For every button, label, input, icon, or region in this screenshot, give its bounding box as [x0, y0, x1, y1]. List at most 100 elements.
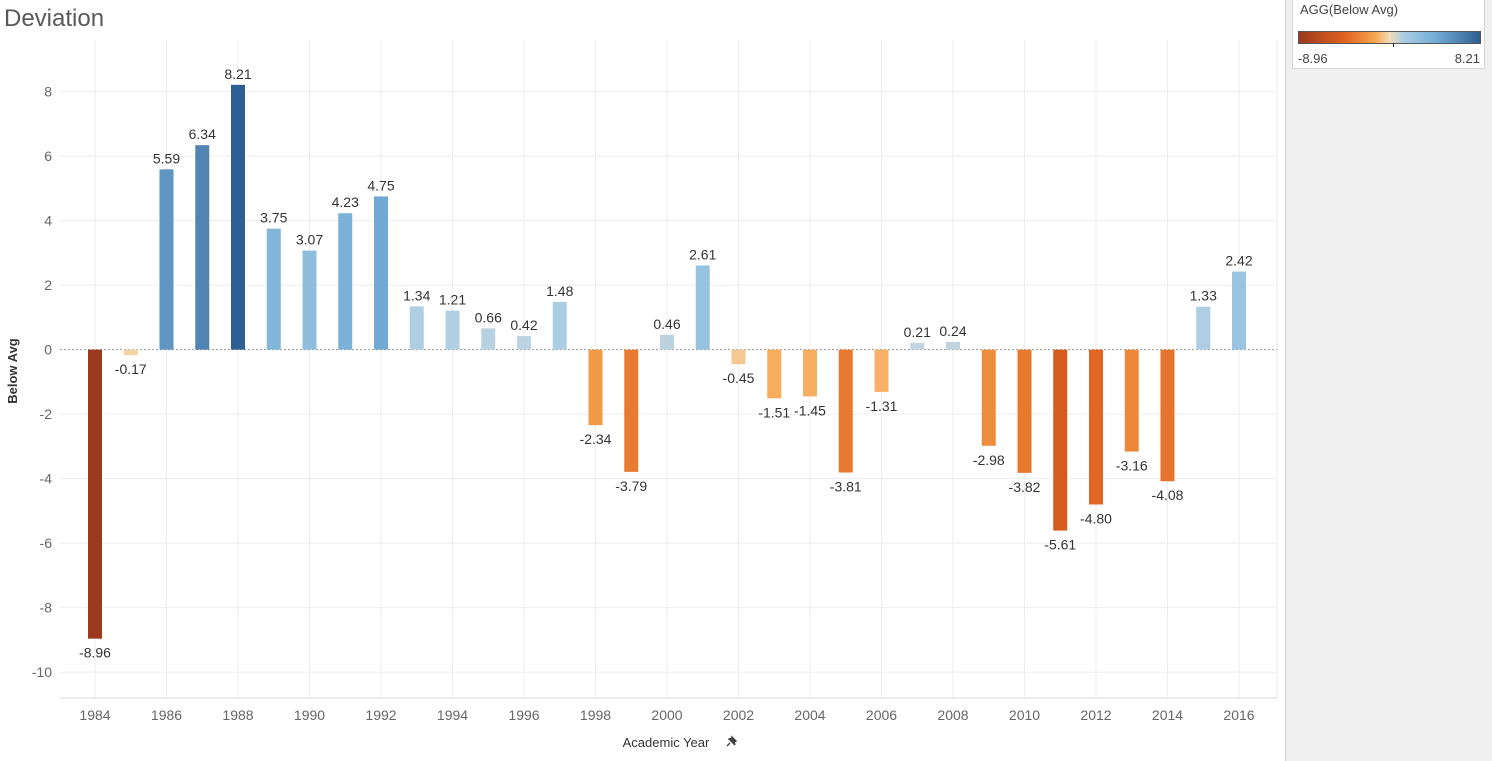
side-panel: [1285, 0, 1492, 761]
x-tick-label: 2008: [937, 707, 968, 723]
x-tick-label: 1990: [294, 707, 325, 723]
bar-2000: [660, 334, 674, 350]
x-tick-label: 1996: [508, 707, 539, 723]
y-tick-label: 6: [44, 148, 52, 164]
data-label-1988: 8.21: [224, 66, 251, 82]
x-tick-label: 1988: [222, 707, 253, 723]
bar-2012: [1089, 349, 1103, 505]
data-label-1998: -2.34: [580, 431, 612, 447]
x-tick-label: 2006: [866, 707, 897, 723]
y-tick-label: 0: [44, 342, 52, 358]
x-tick-label: 2014: [1152, 707, 1183, 723]
bar-1992: [374, 196, 388, 350]
legend-title: AGG(Below Avg): [1300, 2, 1399, 17]
y-tick-label: -6: [40, 535, 53, 551]
data-label-1989: 3.75: [260, 210, 287, 226]
data-label-1996: 0.42: [510, 317, 537, 333]
bar-2009: [981, 349, 996, 446]
bar-1985: [123, 349, 138, 356]
bar-1994: [445, 310, 460, 350]
bar-1987: [195, 145, 210, 350]
data-label-1986: 5.59: [153, 150, 180, 166]
bar-2016: [1232, 271, 1246, 350]
data-label-2008: 0.24: [939, 323, 966, 339]
bar-2014: [1160, 349, 1175, 482]
data-label-2012: -4.80: [1080, 510, 1112, 526]
data-label-1991: 4.23: [332, 194, 359, 210]
data-label-1985: -0.17: [115, 361, 147, 377]
y-axis-label: Below Avg: [5, 338, 20, 404]
data-label-2006: -1.31: [866, 398, 898, 414]
data-label-2015: 1.33: [1190, 288, 1217, 304]
chart-title: Deviation: [4, 5, 105, 32]
y-tick-label: -8: [40, 600, 53, 616]
bar-2005: [838, 349, 853, 473]
data-label-2002: -0.45: [723, 370, 755, 386]
legend-zero-tick: [1393, 43, 1394, 47]
x-tick-label: 2012: [1080, 707, 1111, 723]
y-axis: -10 -8 -6 -4 -2 0 2 4 6 8: [32, 84, 52, 681]
x-tick-label: 2016: [1223, 707, 1254, 723]
bar-1991: [338, 213, 353, 350]
bar-2006: [874, 349, 889, 392]
bar-2002: [731, 349, 746, 365]
data-label-1993: 1.34: [403, 287, 430, 303]
bar-2003: [767, 349, 782, 399]
data-label-2009: -2.98: [973, 452, 1005, 468]
bar-1988: [231, 84, 245, 350]
x-axis: 1984 1986 1988 1990 1992 1994 1996 1998 2000 2002…: [79, 707, 1254, 723]
data-label-2001: 2.61: [689, 246, 716, 262]
bar-2001: [695, 265, 710, 350]
bar-2013: [1124, 349, 1139, 452]
y-tick-label: -2: [40, 406, 53, 422]
data-label-2003: -1.51: [758, 404, 790, 420]
y-tick-label: 4: [44, 213, 52, 229]
x-tick-label: 1984: [79, 707, 110, 723]
x-tick-label: 1992: [365, 707, 396, 723]
legend-min-label: -8.96: [1298, 51, 1328, 66]
bar-chart: -8.96 -0.17 5.59 6.34 8.21 3.75 3.07 4.23 4.75 1.…: [5, 40, 1278, 750]
y-tick-label: 2: [44, 277, 52, 293]
bar-2010: [1017, 349, 1032, 473]
y-tick-label: -4: [40, 471, 53, 487]
data-label-2004: -1.45: [794, 402, 826, 418]
x-tick-label: 1994: [437, 707, 468, 723]
bar-2004: [803, 349, 817, 397]
data-label-2016: 2.42: [1225, 253, 1252, 269]
y-tick-label: -10: [32, 664, 52, 680]
x-axis-label: Academic Year: [623, 735, 710, 750]
x-tick-label: 2000: [651, 707, 682, 723]
data-labels: -8.96 -0.17 5.59 6.34 8.21 3.75 3.07 4.23 4.75 1.…: [79, 66, 1253, 661]
bar-1993: [409, 306, 424, 350]
data-label-1990: 3.07: [296, 232, 323, 248]
bar-1990: [302, 250, 317, 350]
bar-1996: [517, 336, 531, 350]
data-label-2005: -3.81: [830, 479, 862, 495]
data-label-2010: -3.82: [1009, 479, 1041, 495]
data-label-1995: 0.66: [475, 309, 502, 325]
x-tick-label: 2002: [723, 707, 754, 723]
data-label-1997: 1.48: [546, 283, 573, 299]
bar-2007: [910, 342, 925, 350]
bar-2008: [946, 341, 960, 350]
x-tick-label: 1986: [151, 707, 182, 723]
data-label-2013: -3.16: [1116, 458, 1148, 474]
legend-max-label: 8.21: [1454, 51, 1480, 66]
data-label-2011: -5.61: [1044, 537, 1076, 553]
x-tick-label: 2004: [794, 707, 825, 723]
data-label-1994: 1.21: [439, 292, 466, 308]
bar-1984: [88, 349, 102, 639]
data-label-1984: -8.96: [79, 645, 111, 661]
bar-1999: [624, 349, 639, 472]
data-label-1999: -3.79: [615, 478, 647, 494]
bar-2015: [1196, 306, 1211, 350]
bar-2011: [1053, 349, 1068, 531]
bar-1997: [552, 301, 567, 350]
data-label-2014: -4.08: [1152, 487, 1184, 503]
pin-icon[interactable]: [726, 735, 738, 747]
data-label-2007: 0.21: [904, 324, 931, 340]
data-label-2000: 0.46: [653, 316, 680, 332]
color-legend: AGG(Below Avg) -8.96 8.21: [1292, 0, 1485, 69]
x-tick-label: 2010: [1009, 707, 1040, 723]
y-tick-label: 8: [44, 84, 52, 100]
